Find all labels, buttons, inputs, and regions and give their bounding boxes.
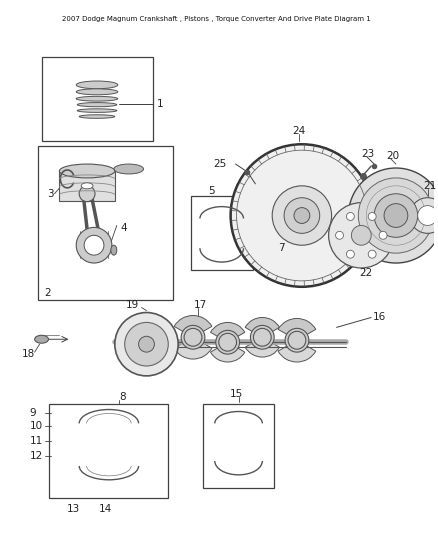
Text: 2: 2 (45, 288, 51, 298)
Text: 22: 22 (359, 268, 373, 278)
Bar (191, 196, 254, 270)
Ellipse shape (79, 115, 115, 118)
Circle shape (254, 328, 271, 346)
Text: 13: 13 (67, 504, 81, 513)
Circle shape (294, 208, 310, 223)
Ellipse shape (81, 183, 93, 189)
Ellipse shape (60, 164, 115, 178)
Circle shape (288, 332, 306, 349)
Ellipse shape (76, 81, 118, 88)
Circle shape (181, 325, 205, 349)
Bar (49, 403, 168, 498)
Wedge shape (245, 337, 279, 357)
Circle shape (272, 186, 332, 245)
Circle shape (346, 250, 354, 258)
Ellipse shape (114, 164, 144, 174)
Bar (42, 57, 153, 141)
Circle shape (285, 328, 309, 352)
Circle shape (368, 213, 376, 221)
Ellipse shape (76, 96, 118, 101)
Text: 11: 11 (30, 436, 43, 446)
Wedge shape (174, 337, 212, 359)
Wedge shape (278, 318, 316, 340)
Circle shape (79, 186, 95, 201)
Circle shape (374, 194, 418, 237)
Circle shape (328, 203, 394, 268)
Circle shape (418, 206, 438, 225)
Text: 24: 24 (292, 126, 305, 136)
Circle shape (125, 322, 168, 366)
Bar (38, 146, 173, 300)
Circle shape (76, 228, 112, 263)
Circle shape (336, 231, 343, 239)
Circle shape (138, 336, 155, 352)
Circle shape (184, 328, 202, 346)
Text: 5: 5 (208, 186, 215, 196)
Text: 4: 4 (121, 223, 127, 233)
Wedge shape (278, 340, 316, 362)
Text: 3: 3 (47, 189, 54, 199)
Circle shape (410, 198, 438, 233)
Text: 17: 17 (194, 300, 207, 310)
Wedge shape (245, 318, 279, 337)
Text: 1: 1 (156, 99, 163, 109)
Text: 8: 8 (119, 392, 125, 402)
Circle shape (284, 198, 320, 233)
Text: 19: 19 (126, 300, 139, 310)
Circle shape (351, 225, 371, 245)
Circle shape (216, 330, 240, 354)
Circle shape (368, 250, 376, 258)
Wedge shape (211, 322, 245, 342)
Text: 12: 12 (30, 451, 43, 461)
Circle shape (219, 333, 237, 351)
Circle shape (346, 213, 354, 221)
Ellipse shape (35, 335, 49, 343)
Circle shape (379, 231, 387, 239)
Circle shape (358, 178, 434, 253)
Text: 9: 9 (30, 408, 36, 418)
Circle shape (231, 144, 373, 287)
Bar (60, 171, 115, 201)
Text: 20: 20 (386, 151, 399, 161)
Text: 23: 23 (361, 149, 374, 159)
Text: 16: 16 (373, 312, 386, 322)
Circle shape (384, 204, 408, 228)
Circle shape (251, 325, 274, 349)
Text: 15: 15 (230, 389, 243, 399)
Ellipse shape (77, 102, 117, 107)
Text: 2007 Dodge Magnum Crankshaft , Pistons , Torque Converter And Drive Plate Diagra: 2007 Dodge Magnum Crankshaft , Pistons ,… (62, 15, 371, 21)
Text: 25: 25 (213, 159, 226, 169)
Ellipse shape (76, 89, 118, 95)
Circle shape (115, 312, 178, 376)
Circle shape (348, 168, 438, 263)
Ellipse shape (77, 109, 117, 112)
Text: 14: 14 (99, 504, 112, 513)
Text: 10: 10 (30, 422, 43, 431)
Circle shape (84, 236, 104, 255)
Wedge shape (174, 316, 212, 337)
Wedge shape (211, 342, 245, 362)
Ellipse shape (111, 245, 117, 255)
Text: 7: 7 (278, 243, 285, 253)
Bar (203, 403, 274, 488)
Text: 21: 21 (424, 181, 437, 191)
Text: 18: 18 (22, 349, 35, 359)
Text: 6: 6 (278, 214, 285, 223)
